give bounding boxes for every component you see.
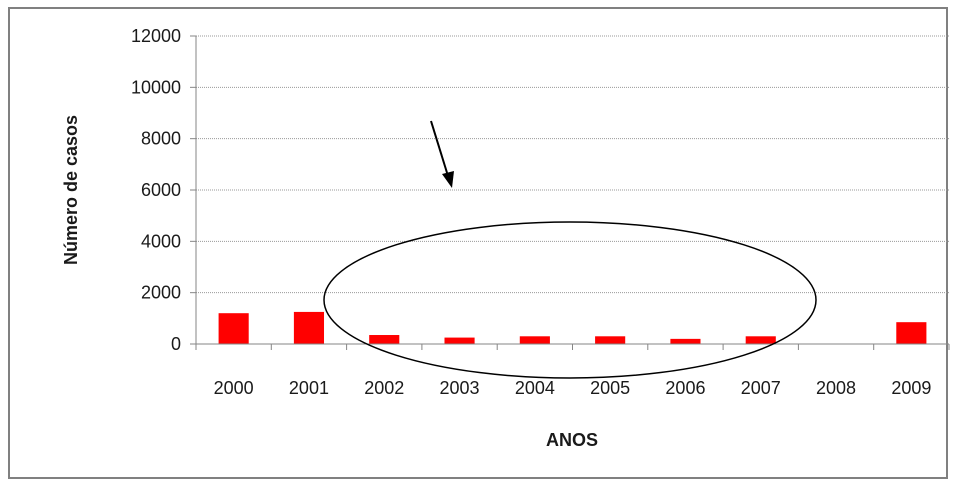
y-tick-label: 8000 bbox=[141, 129, 181, 149]
chart-frame bbox=[8, 7, 948, 479]
tick-labels: 0 2000 4000 6000 8000 10000 12000 2000 2001 2002 2… bbox=[131, 26, 931, 398]
bars bbox=[218, 311, 927, 344]
y-tick-label: 4000 bbox=[141, 231, 181, 251]
annotations bbox=[323, 120, 817, 379]
bar-2002 bbox=[369, 335, 400, 344]
y-tick-label: 2000 bbox=[141, 283, 181, 303]
bar-2003 bbox=[444, 337, 475, 344]
y-tick-label: 6000 bbox=[141, 180, 181, 200]
bar-2000 bbox=[218, 313, 249, 344]
bar-2001 bbox=[293, 311, 325, 344]
bar-2009 bbox=[896, 322, 927, 344]
bar-2007 bbox=[745, 336, 776, 344]
bar-2006 bbox=[670, 338, 701, 344]
x-tick-label: 2001 bbox=[289, 378, 329, 398]
annotation-arrow-shaft bbox=[430, 120, 449, 177]
x-tick-label: 2005 bbox=[590, 378, 630, 398]
x-axis-title: ANOS bbox=[546, 430, 598, 450]
gridlines bbox=[196, 35, 949, 294]
x-tick-label: 2003 bbox=[440, 378, 480, 398]
y-tick-label: 10000 bbox=[131, 77, 181, 97]
x-tick-label: 2007 bbox=[741, 378, 781, 398]
annotation-arrow-head bbox=[442, 171, 454, 188]
y-tick-label: 0 bbox=[171, 334, 181, 354]
y-axis-title: Número de casos bbox=[61, 115, 81, 265]
x-tick-label: 2000 bbox=[214, 378, 254, 398]
x-tick-label: 2006 bbox=[665, 378, 705, 398]
x-tick-label: 2008 bbox=[816, 378, 856, 398]
x-tick-label: 2002 bbox=[364, 378, 404, 398]
axes bbox=[190, 35, 950, 350]
x-tick-label: 2009 bbox=[891, 378, 931, 398]
x-tick-label: 2004 bbox=[515, 378, 555, 398]
bar-2005 bbox=[595, 336, 626, 344]
highlight-ellipse bbox=[323, 221, 817, 379]
bar-2004 bbox=[519, 336, 550, 344]
y-tick-label: 12000 bbox=[131, 26, 181, 46]
